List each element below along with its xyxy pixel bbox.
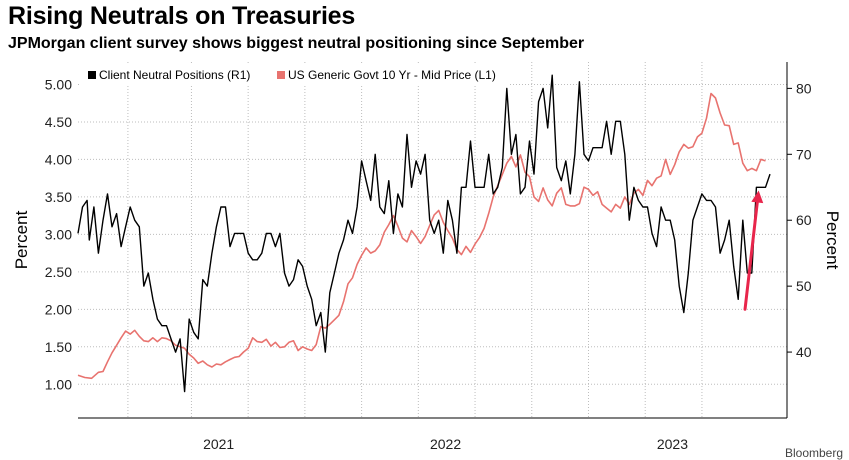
left-tick-label: 2.50: [45, 264, 72, 280]
left-tick-label: 2.00: [45, 301, 72, 317]
right-tick-label: 50: [796, 278, 812, 294]
left-tick-label: 4.50: [45, 114, 72, 130]
left-tick-label: 1.50: [45, 339, 72, 355]
right-axis-label: Percent: [823, 211, 842, 270]
x-tick-label: 2023: [657, 436, 688, 452]
legend-swatch-yield: [277, 71, 285, 79]
arrow-head: [751, 190, 764, 204]
right-tick-label: 70: [796, 146, 812, 162]
series-line-neutral: [77, 74, 771, 393]
trend-arrow-annotation: [743, 190, 764, 311]
left-tick-label: 3.00: [45, 226, 72, 242]
left-axis-label: Percent: [12, 210, 31, 269]
right-tick-label: 80: [796, 80, 812, 96]
arrow-shaft: [743, 200, 759, 311]
series-line-yield: [77, 92, 766, 380]
chart-title: Rising Neutrals on Treasuries: [8, 2, 356, 30]
legend-swatch-neutral: [88, 71, 96, 79]
left-tick-label: 3.50: [45, 189, 72, 205]
right-tick-label: 60: [796, 212, 812, 228]
right-axis-ticks: 40 50 60 70 80: [787, 80, 812, 360]
left-tick-label: 4.00: [45, 151, 72, 167]
legend-label-yield: US Generic Govt 10 Yr - Mid Price (L1): [288, 68, 496, 82]
x-tick-label: 2022: [430, 436, 461, 452]
x-axis-ticks: 2021 2022 2023: [203, 436, 688, 452]
source-footer: Bloomberg: [784, 446, 843, 460]
right-tick-label: 40: [796, 344, 812, 360]
x-tick-label: 2021: [203, 436, 234, 452]
chart-subtitle: JPMorgan client survey shows biggest neu…: [8, 35, 585, 52]
legend-label-neutral: Client Neutral Positions (R1): [99, 68, 250, 82]
left-axis-ticks: 1.00 1.50 2.00 2.50 3.00 3.50 4.00 4.50 5.00: [45, 76, 72, 392]
left-tick-label: 5.00: [45, 76, 72, 92]
legend-box: [80, 63, 510, 85]
left-tick-label: 1.00: [45, 376, 72, 392]
gridlines: [78, 62, 787, 418]
legend: Client Neutral Positions (R1) US Generic…: [88, 68, 496, 82]
